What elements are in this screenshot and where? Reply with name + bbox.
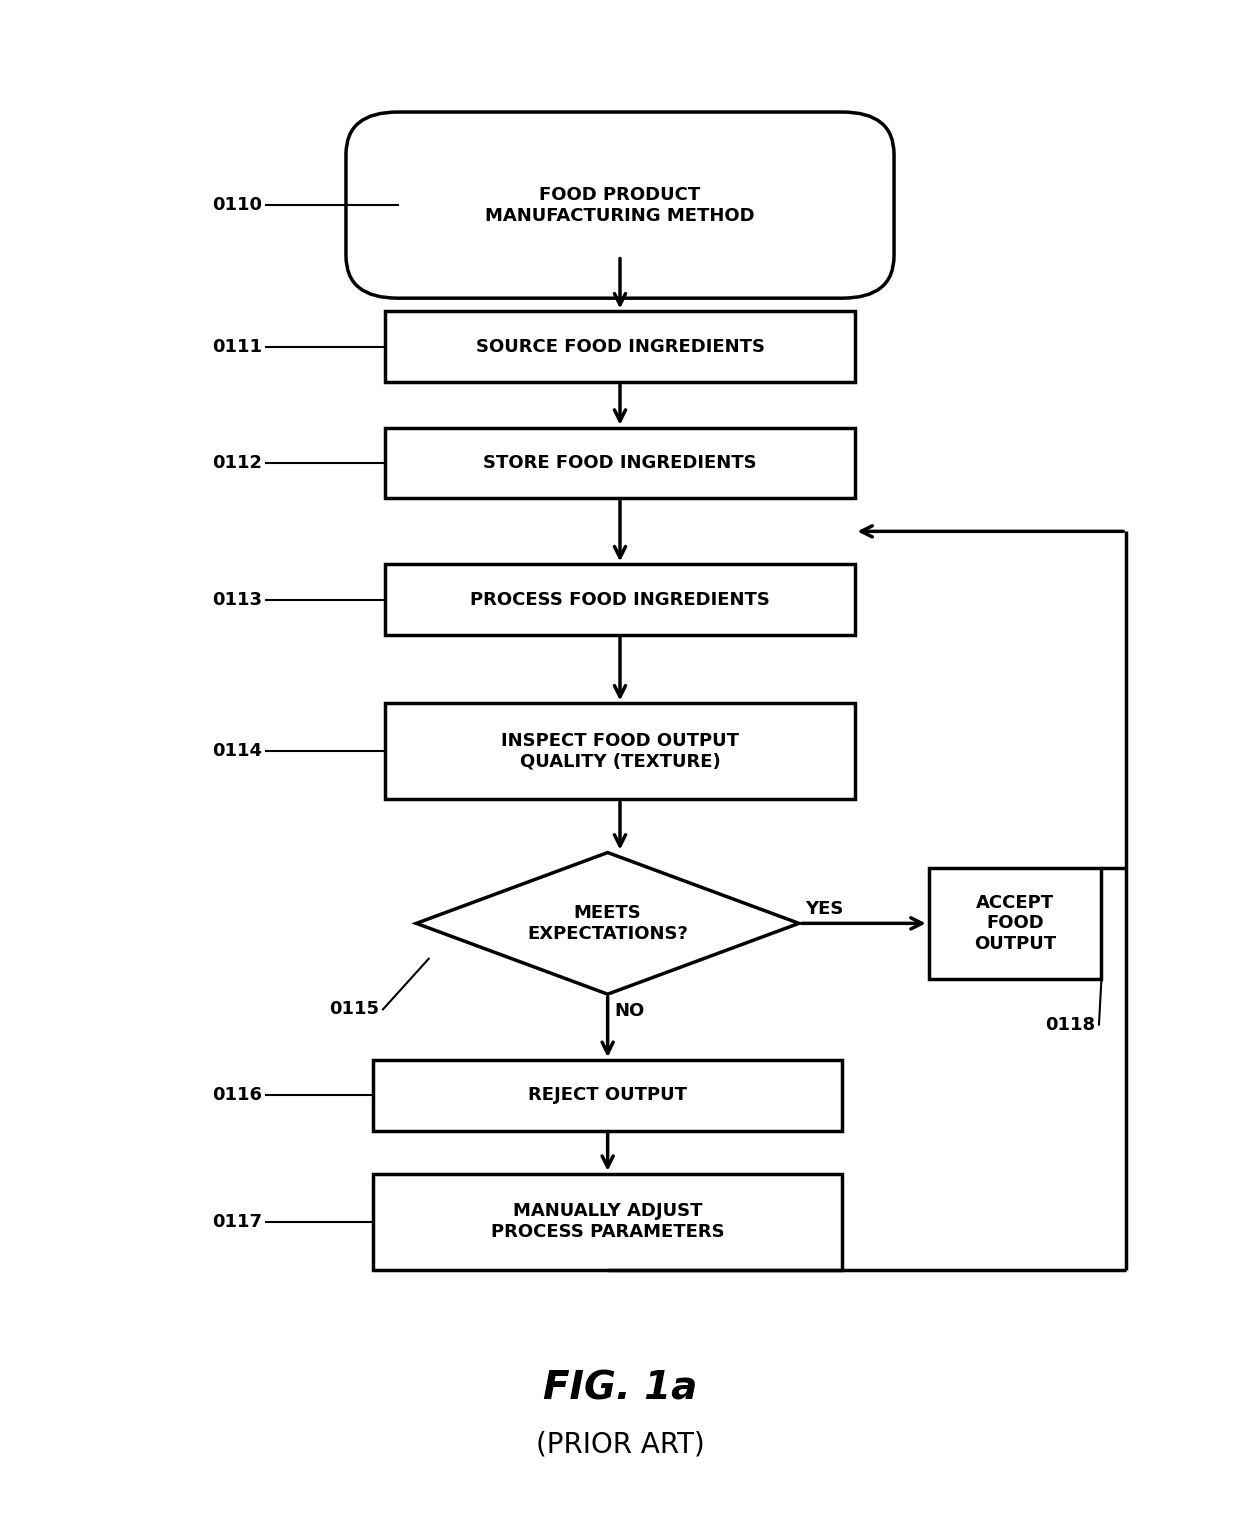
Bar	[373, 1174, 842, 1270]
Bar	[373, 1060, 842, 1130]
Text: MEETS
EXPECTATIONS?: MEETS EXPECTATIONS?	[527, 905, 688, 943]
Text: 0110: 0110	[212, 196, 262, 215]
Text: 0114: 0114	[212, 742, 262, 760]
Text: FOOD PRODUCT
MANUFACTURING METHOD: FOOD PRODUCT MANUFACTURING METHOD	[485, 186, 755, 224]
Text: 0115: 0115	[330, 1001, 379, 1019]
Text: 0113: 0113	[212, 591, 262, 609]
Text: 0117: 0117	[212, 1212, 262, 1231]
Text: MANUALLY ADJUST
PROCESS PARAMETERS: MANUALLY ADJUST PROCESS PARAMETERS	[491, 1202, 724, 1241]
Text: NO: NO	[615, 1002, 645, 1020]
Bar	[386, 311, 854, 382]
Text: FIG. 1a: FIG. 1a	[543, 1369, 697, 1407]
Text: ACCEPT
FOOD
OUTPUT: ACCEPT FOOD OUTPUT	[973, 894, 1056, 953]
Text: PROCESS FOOD INGREDIENTS: PROCESS FOOD INGREDIENTS	[470, 591, 770, 609]
Bar	[386, 564, 854, 635]
Bar	[929, 868, 1101, 979]
Text: 0111: 0111	[212, 338, 262, 356]
Text: SOURCE FOOD INGREDIENTS: SOURCE FOOD INGREDIENTS	[475, 338, 765, 356]
Text: REJECT OUTPUT: REJECT OUTPUT	[528, 1086, 687, 1104]
Text: YES: YES	[805, 900, 843, 918]
Text: 0112: 0112	[212, 454, 262, 472]
Bar	[386, 428, 854, 498]
Text: 0116: 0116	[212, 1086, 262, 1104]
Text: 0118: 0118	[1045, 1016, 1095, 1034]
Text: (PRIOR ART): (PRIOR ART)	[536, 1430, 704, 1459]
Polygon shape	[417, 853, 799, 995]
Bar	[386, 704, 854, 800]
Text: INSPECT FOOD OUTPUT
QUALITY (TEXTURE): INSPECT FOOD OUTPUT QUALITY (TEXTURE)	[501, 733, 739, 771]
Text: STORE FOOD INGREDIENTS: STORE FOOD INGREDIENTS	[484, 454, 756, 472]
FancyBboxPatch shape	[346, 113, 894, 299]
